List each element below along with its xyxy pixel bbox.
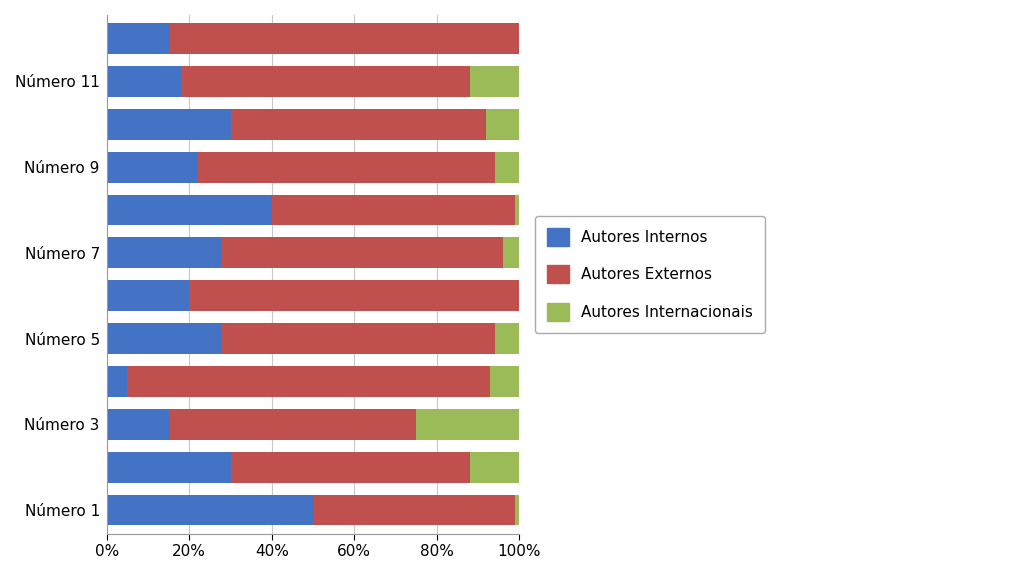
Bar bbox=[169, 23, 520, 54]
Bar bbox=[470, 66, 520, 97]
Bar bbox=[106, 495, 313, 525]
Bar bbox=[189, 280, 520, 311]
Bar bbox=[106, 323, 222, 354]
Bar bbox=[106, 409, 169, 440]
Bar bbox=[106, 280, 189, 311]
Bar bbox=[106, 452, 230, 483]
Bar bbox=[106, 238, 222, 268]
Bar bbox=[516, 195, 520, 226]
Bar bbox=[490, 366, 520, 397]
Bar bbox=[106, 195, 272, 226]
Bar bbox=[230, 109, 486, 139]
Bar bbox=[181, 66, 470, 97]
Bar bbox=[169, 409, 416, 440]
Bar bbox=[313, 495, 516, 525]
Bar bbox=[494, 152, 520, 183]
Bar bbox=[502, 238, 520, 268]
Bar bbox=[106, 109, 230, 139]
Bar bbox=[516, 495, 520, 525]
Bar bbox=[128, 366, 490, 397]
Bar bbox=[272, 195, 516, 226]
Bar bbox=[416, 409, 520, 440]
Bar bbox=[222, 323, 494, 354]
Bar bbox=[494, 323, 520, 354]
Bar bbox=[106, 152, 197, 183]
Bar bbox=[222, 238, 502, 268]
Bar bbox=[106, 66, 181, 97]
Bar bbox=[470, 452, 520, 483]
Legend: Autores Internos, Autores Externos, Autores Internacionais: Autores Internos, Autores Externos, Auto… bbox=[535, 216, 765, 333]
Bar bbox=[230, 452, 470, 483]
Bar bbox=[106, 366, 128, 397]
Bar bbox=[106, 23, 169, 54]
Bar bbox=[197, 152, 494, 183]
Bar bbox=[486, 109, 520, 139]
